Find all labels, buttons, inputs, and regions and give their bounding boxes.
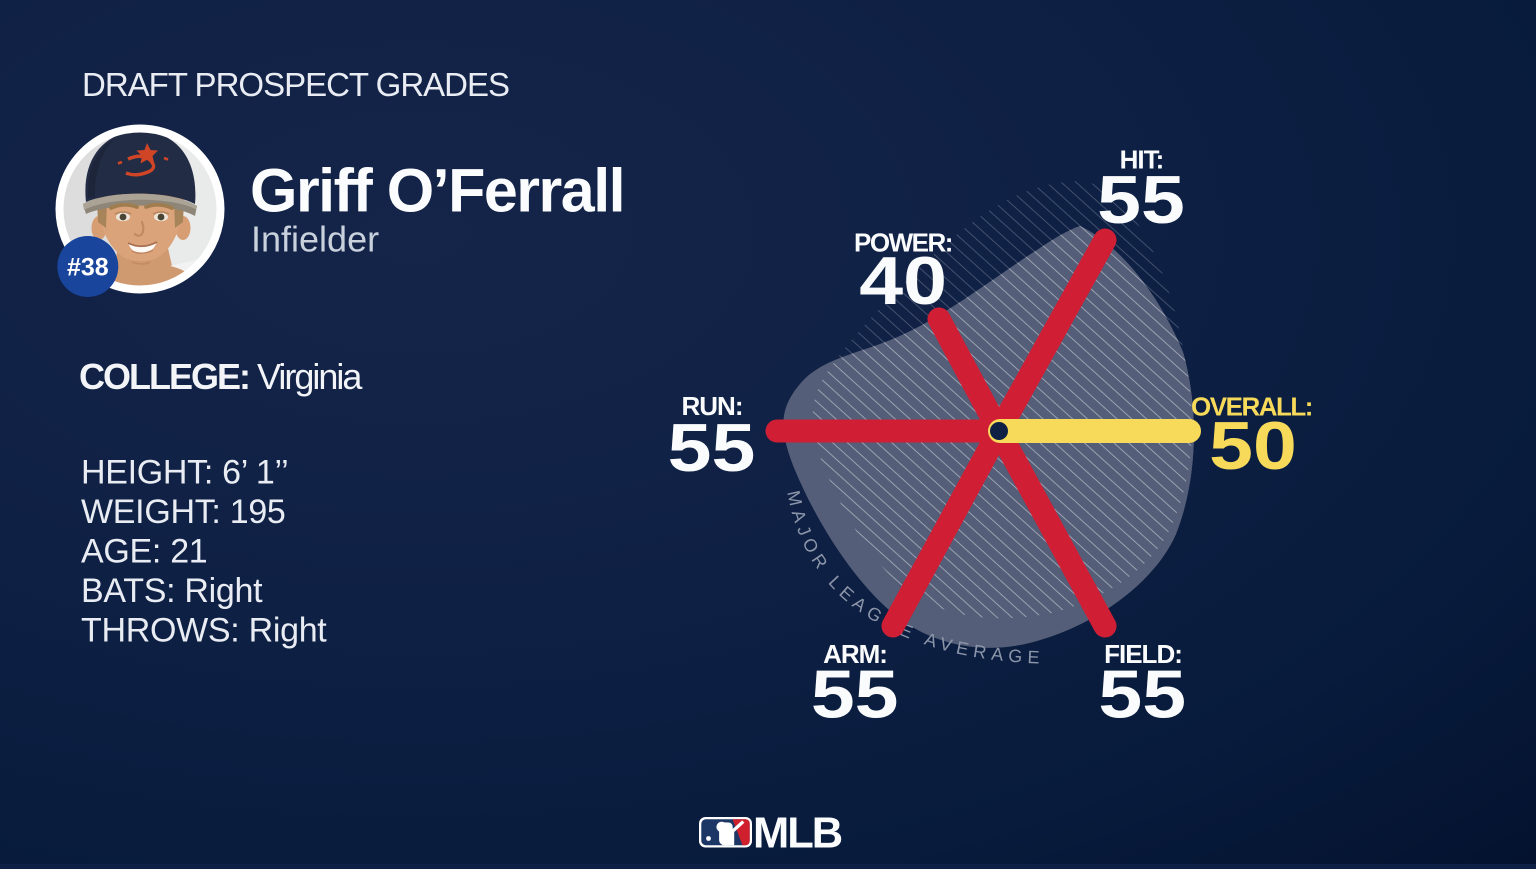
svg-text:ARM:: ARM: bbox=[823, 639, 887, 669]
svg-text:POWER:: POWER: bbox=[854, 228, 952, 258]
svg-text:THROWS: Right: THROWS: Right bbox=[81, 611, 327, 649]
svg-text:OVERALL:: OVERALL: bbox=[1191, 392, 1312, 422]
svg-text:Griff O’Ferrall: Griff O’Ferrall bbox=[250, 157, 624, 225]
svg-text:DRAFT PROSPECT GRADES: DRAFT PROSPECT GRADES bbox=[82, 66, 509, 103]
svg-text:MLB: MLB bbox=[753, 809, 842, 857]
svg-text:BATS: Right: BATS: Right bbox=[81, 572, 263, 610]
svg-text:COLLEGE: Virginia: COLLEGE: Virginia bbox=[79, 356, 363, 397]
svg-text:50: 50 bbox=[1209, 407, 1297, 484]
svg-text:#38: #38 bbox=[67, 254, 109, 282]
svg-text:55: 55 bbox=[811, 656, 899, 733]
svg-text:55: 55 bbox=[668, 409, 756, 486]
svg-text:FIELD:: FIELD: bbox=[1104, 639, 1182, 669]
svg-text:40: 40 bbox=[859, 242, 947, 319]
svg-text:AGE: 21: AGE: 21 bbox=[81, 532, 207, 570]
svg-text:RUN:: RUN: bbox=[682, 391, 743, 421]
svg-text:HIT:: HIT: bbox=[1120, 145, 1164, 175]
svg-text:HEIGHT: 6’ 1’’: HEIGHT: 6’ 1’’ bbox=[81, 453, 288, 491]
svg-text:55: 55 bbox=[1097, 161, 1185, 238]
svg-text:55: 55 bbox=[1098, 656, 1186, 733]
svg-text:Infielder: Infielder bbox=[251, 219, 379, 260]
svg-text:WEIGHT: 195: WEIGHT: 195 bbox=[81, 493, 286, 531]
